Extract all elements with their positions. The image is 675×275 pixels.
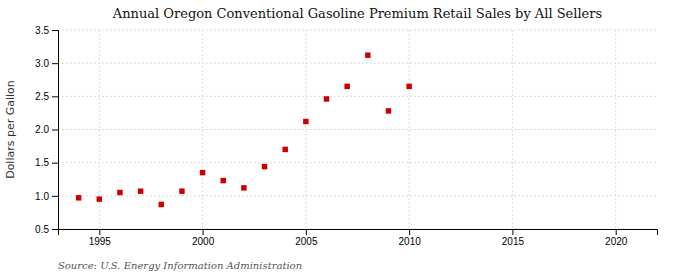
x-tick: 1995: [89, 229, 112, 247]
x-tick-mark: [99, 229, 100, 235]
source-note: Source: U.S. Energy Information Administ…: [58, 260, 302, 271]
x-axis: 1995 2000 2005 2010 2015 2020: [59, 229, 658, 247]
grid-line-y: [58, 30, 657, 31]
x-tick-label: 2015: [502, 236, 525, 247]
y-tick-mark: [52, 229, 58, 230]
y-tick-label: 0.5: [35, 224, 49, 235]
point: [221, 178, 226, 183]
y-tick-mark: [52, 63, 58, 64]
point: [282, 147, 287, 152]
y-axis-line: [52, 31, 59, 230]
y-tick-label: 1.5: [35, 157, 49, 168]
grid-line-y: [58, 129, 657, 130]
x-tick-label: 2010: [399, 236, 422, 247]
x-tick: 2010: [399, 229, 422, 247]
y-axis: 0.5 1.0 1.5 2.0 2.5 3.0 3.5: [35, 25, 58, 235]
y-tick-mark: [52, 196, 58, 197]
point: [406, 84, 411, 89]
x-tick-label: 1995: [89, 236, 112, 247]
y-tick-label: 2.5: [35, 91, 49, 102]
points: [76, 52, 412, 207]
y-tick: 2.0: [35, 124, 58, 135]
grid-line-y: [58, 162, 657, 163]
point: [117, 190, 122, 195]
x-tick: 2000: [192, 229, 215, 247]
grid-line-y: [58, 63, 657, 64]
x-tick: 2015: [502, 229, 525, 247]
point: [76, 195, 81, 200]
x-tick-mark: [512, 229, 513, 235]
point: [97, 196, 102, 201]
y-tick-label: 3.5: [35, 25, 49, 36]
y-axis-title: Dollars per Gallon: [4, 80, 17, 179]
y-tick-mark: [52, 130, 58, 131]
plot-area: 1995 2000 2005 2010 2015 2020 0.5 1.0 1.5 2.0 2.5 3…: [35, 25, 657, 247]
y-tick: 1.5: [35, 157, 58, 168]
y-tick-mark: [52, 30, 58, 31]
point: [159, 202, 164, 207]
grid-line-x: [409, 30, 410, 229]
grid-line-y: [58, 96, 657, 97]
x-axis-line: [59, 230, 658, 236]
x-tick: 2005: [295, 229, 318, 247]
y-tick-label: 1.0: [35, 191, 49, 202]
y-tick: 3.5: [35, 25, 58, 36]
point: [386, 108, 391, 113]
point: [200, 170, 205, 175]
point: [324, 96, 329, 101]
x-tick-label: 2000: [192, 236, 215, 247]
x-tick-mark: [616, 229, 617, 235]
grid-line-y: [58, 195, 657, 196]
title: Annual Oregon Conventional Gasoline Prem…: [112, 6, 602, 21]
grid: [58, 30, 657, 229]
grid-line-x: [512, 30, 513, 229]
point: [241, 185, 246, 190]
point: [303, 119, 308, 124]
point: [138, 188, 143, 193]
chart: 1995 2000 2005 2010 2015 2020 0.5 1.0 1.5 2.0 2.5 3…: [0, 0, 675, 275]
y-tick-label: 3.0: [35, 58, 49, 69]
x-tick-mark: [306, 229, 307, 235]
x-tick-label: 2005: [295, 236, 318, 247]
y-tick-mark: [52, 163, 58, 164]
y-tick-label: 2.0: [35, 124, 49, 135]
point: [344, 84, 349, 89]
y-tick-mark: [52, 96, 58, 97]
y-tick: 3.0: [35, 58, 58, 69]
point: [262, 164, 267, 169]
x-tick: 2020: [605, 229, 628, 247]
point: [179, 188, 184, 193]
x-tick-mark: [409, 229, 410, 235]
y-tick: 2.5: [35, 91, 58, 102]
x-tick-mark: [203, 229, 204, 235]
y-tick: 1.0: [35, 191, 58, 202]
point: [365, 52, 370, 57]
y-tick: 0.5: [35, 224, 58, 235]
x-tick-label: 2020: [605, 236, 628, 247]
